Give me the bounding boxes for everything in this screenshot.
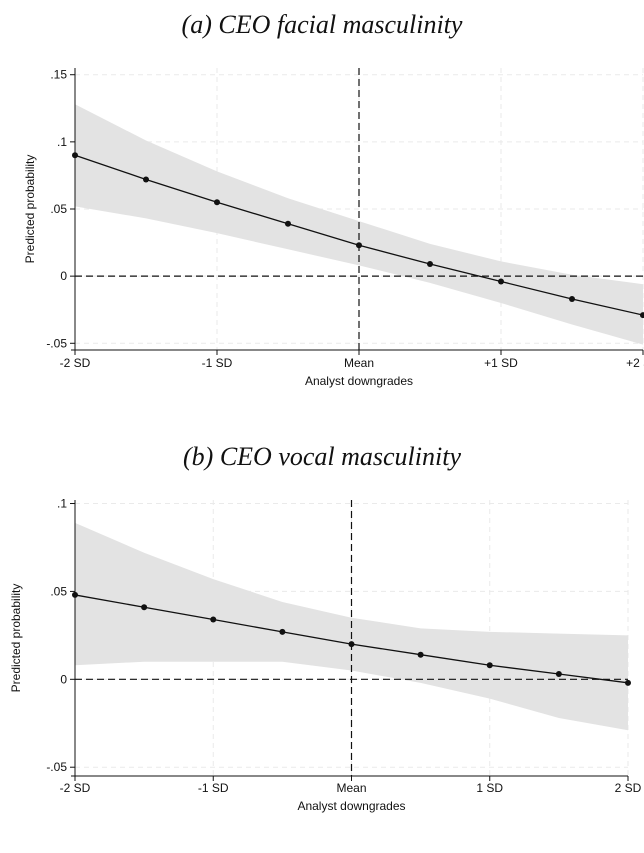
chart-b-data-point — [418, 652, 424, 658]
chart-b-y-tick-label: .1 — [57, 497, 67, 511]
chart-b-data-point — [349, 641, 355, 647]
chart-b-data-point — [279, 629, 285, 635]
chart-b-data-point — [72, 592, 78, 598]
chart-b-data-point — [487, 662, 493, 668]
chart-b-data-point — [210, 617, 216, 623]
chart-b-y-tick-label: 0 — [60, 672, 67, 686]
chart-b-x-tick-label: -2 SD — [60, 781, 91, 795]
chart-b-y-tick-label: -.05 — [46, 760, 67, 774]
chart-b-x-axis-title: Analyst downgrades — [297, 799, 405, 813]
chart-b-y-axis-title: Predicted probability — [9, 584, 23, 693]
chart-b-x-tick-label: -1 SD — [198, 781, 229, 795]
chart-b-data-point — [141, 604, 147, 610]
chart-b-x-tick-label: 1 SD — [476, 781, 503, 795]
chart-b-y-tick-label: .05 — [50, 584, 67, 598]
chart-b-data-point — [556, 671, 562, 677]
chart-b-x-tick-label: 2 SD — [615, 781, 642, 795]
chart-b-x-tick-label: Mean — [336, 781, 366, 795]
chart-b-data-point — [625, 680, 631, 686]
